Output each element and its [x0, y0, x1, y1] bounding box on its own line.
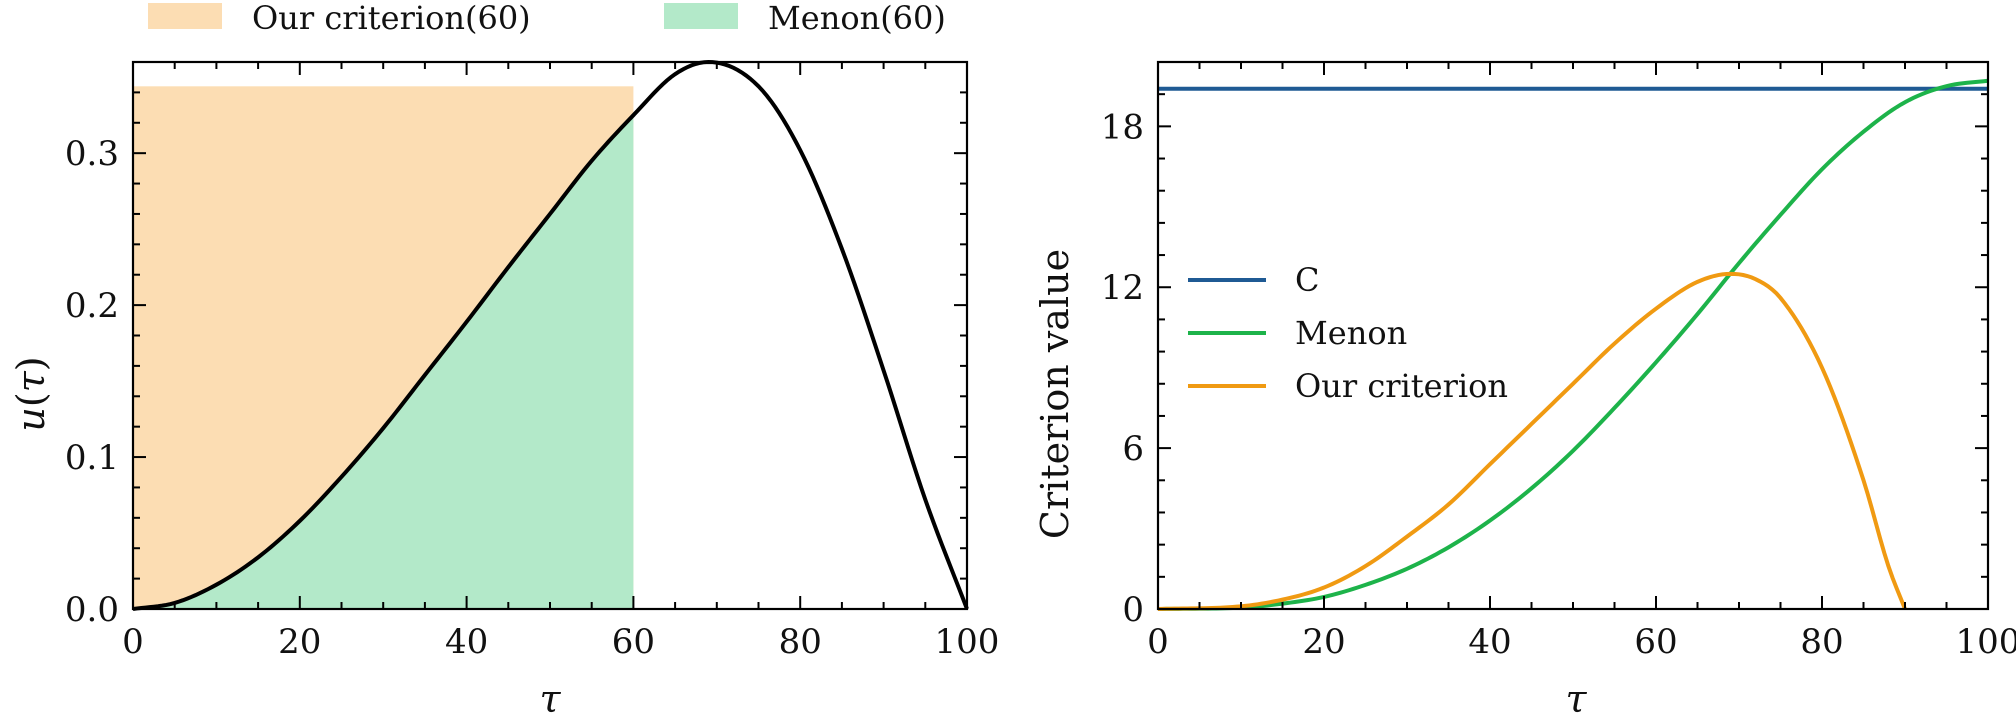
right-x-tick-label: 60	[1634, 622, 1677, 662]
fill-menon-60	[133, 115, 634, 610]
left-x-tick-label: 80	[779, 622, 822, 662]
right-x-axis-label: τ	[1565, 677, 1587, 714]
u-tau-curve	[132, 59, 969, 611]
right-x-tick-label: 40	[1468, 622, 1511, 662]
right-y-tick-label: 6	[1122, 429, 1144, 469]
legend-label-c: C	[1295, 261, 1319, 299]
right-y-tick-label: 18	[1101, 107, 1144, 147]
left-x-tick-label: 0	[122, 622, 144, 662]
left-y-tick-label: 0.2	[65, 286, 119, 326]
series-line-menon	[1157, 78, 1989, 611]
left-x-tick-label: 40	[445, 622, 488, 662]
legend-label-menon: Menon	[1295, 314, 1407, 352]
legend-swatch-our-criterion-60	[148, 3, 222, 29]
left-x-axis-label: τ	[539, 677, 561, 714]
left-y-axis-label-prefix: u(τ)	[9, 356, 53, 431]
left-y-tick-label: 0.0	[65, 590, 119, 630]
right-x-tick-label: 80	[1800, 622, 1843, 662]
left-y-tick-label: 0.3	[65, 134, 119, 174]
left-x-tick-label: 60	[612, 622, 655, 662]
left-y-tick-label: 0.1	[65, 438, 119, 478]
right-y-tick-label: 0	[1122, 590, 1144, 630]
top-legend: Our criterion(60) Menon(60)	[148, 0, 946, 37]
legend-label-our-criterion: Our criterion	[1295, 367, 1508, 405]
right-panel: 0 20 40 60 80 100 0 6 12 18 τ Criterion value C Me…	[1033, 60, 2016, 714]
right-y-tick-label: 12	[1101, 268, 1144, 308]
right-series-layer	[1157, 78, 1989, 611]
left-curve-layer	[132, 59, 969, 611]
right-plot-frame	[1156, 60, 1990, 611]
left-x-tick-label: 100	[935, 622, 1000, 662]
series-line-our-criterion	[1157, 271, 1907, 611]
right-x-tick-label: 20	[1302, 622, 1345, 662]
right-legend: C Menon Our criterion	[1188, 261, 1508, 405]
legend-swatch-menon-60	[664, 3, 738, 29]
right-x-tick-label: 0	[1147, 622, 1169, 662]
right-x-tick-label: 100	[1956, 622, 2016, 662]
left-x-tick-label: 20	[278, 622, 321, 662]
legend-label-our-criterion-60: Our criterion(60)	[252, 0, 531, 37]
left-fill-regions	[133, 86, 634, 610]
right-axes: 0 20 40 60 80 100 0 6 12 18	[1101, 60, 2016, 662]
left-panel: 0 20 40 60 80 100 0.0 0.1 0.2 0.3 τ u(τ)	[9, 59, 1000, 714]
right-y-axis-label: Criterion value	[1033, 249, 1077, 539]
legend-label-menon-60: Menon(60)	[768, 0, 946, 37]
left-axes: 0 20 40 60 80 100 0.0 0.1 0.2 0.3	[65, 60, 1000, 662]
